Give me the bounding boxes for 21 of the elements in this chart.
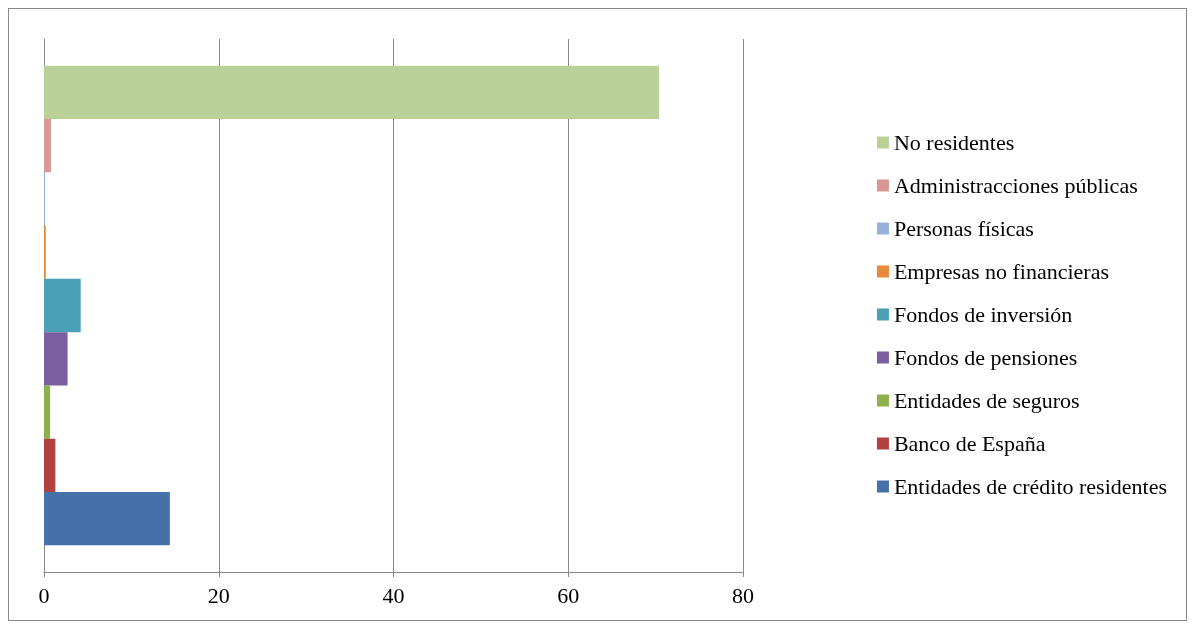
bar (44, 65, 660, 119)
x-tick-label: 80 (732, 582, 754, 608)
x-tick-label: 20 (207, 582, 230, 608)
bar (44, 332, 68, 386)
legend-label: No residentes (893, 130, 1015, 155)
legend-label: Empresas no financieras (893, 259, 1109, 284)
bar (44, 492, 170, 546)
x-tick-label: 60 (557, 582, 580, 608)
x-tick-label: 0 (38, 582, 50, 608)
legend-label: Banco de España (893, 431, 1046, 456)
bar (44, 118, 51, 173)
bar (44, 385, 51, 439)
x-tick-label: 40 (382, 582, 405, 608)
legend-label: Personas físicas (893, 216, 1034, 241)
bar (44, 438, 56, 493)
legend-label: Administracciones públicas (893, 173, 1138, 198)
legend-label: Fondos de pensiones (893, 345, 1078, 370)
bar (44, 278, 81, 333)
legend-label: Entidades de seguros (893, 388, 1080, 413)
legend-label: Entidades de crédito residentes (893, 474, 1168, 499)
legend-label: Fondos de inversión (893, 302, 1073, 327)
